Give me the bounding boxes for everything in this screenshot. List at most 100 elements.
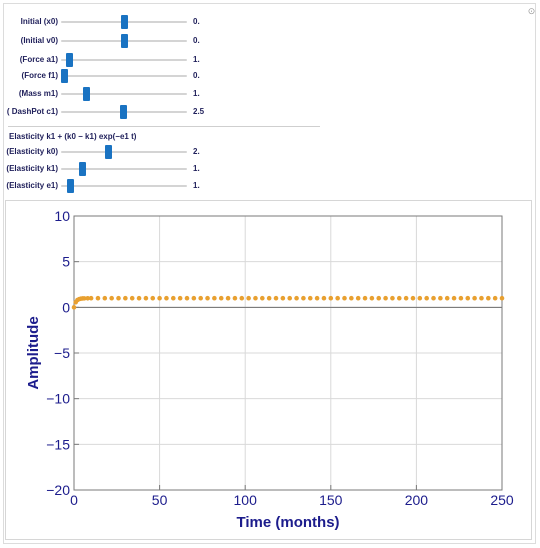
- slider-thumb[interactable]: [65, 53, 73, 67]
- control-row-dashpot-c1: ( DashPot c1) 2.5: [0, 105, 540, 119]
- data-point: [431, 295, 436, 301]
- data-point: [479, 295, 484, 301]
- control-value: 0.: [193, 17, 200, 26]
- tick-label-y: −20: [46, 482, 70, 498]
- data-point: [403, 295, 409, 301]
- section-divider: [8, 126, 320, 127]
- control-row-mass-m1: (Mass m1) 1.: [0, 87, 540, 101]
- y-axis-label: Amplitude: [25, 316, 42, 389]
- control-label: (Mass m1): [18, 89, 58, 98]
- slider-dashpot-c1[interactable]: [61, 105, 187, 119]
- data-point: [362, 295, 368, 301]
- tick-label-y: 5: [62, 254, 70, 270]
- tick-label-x: 100: [234, 492, 258, 508]
- data-point: [369, 295, 375, 301]
- data-point: [95, 295, 101, 301]
- data-point: [81, 296, 87, 301]
- control-value: 1.: [193, 55, 200, 64]
- control-value: 1.: [193, 164, 200, 173]
- slider-elasticity-e1[interactable]: [61, 179, 187, 193]
- slider-thumb[interactable]: [83, 87, 91, 101]
- data-point: [444, 295, 450, 301]
- data-point: [253, 295, 258, 301]
- data-point: [136, 295, 142, 301]
- data-point: [410, 295, 416, 301]
- slider-thumb[interactable]: [60, 69, 68, 83]
- data-point: [383, 295, 388, 301]
- slider-track[interactable]: [61, 93, 187, 95]
- data-point: [328, 295, 334, 301]
- data-point: [143, 295, 149, 301]
- slider-thumb[interactable]: [121, 15, 128, 29]
- data-point: [260, 295, 265, 301]
- data-point: [335, 295, 340, 301]
- slider-initial-x0[interactable]: [61, 15, 187, 29]
- control-row-elasticity-e1: (Elasticity e1) 1.: [0, 179, 540, 193]
- tick-label-y: −15: [46, 436, 70, 452]
- data-point: [492, 295, 498, 301]
- data-point: [499, 295, 505, 301]
- data-point: [177, 295, 183, 301]
- data-point: [486, 295, 491, 301]
- data-point: [314, 295, 320, 301]
- control-label: (Elasticity k0): [6, 147, 58, 156]
- control-value: 1.: [193, 181, 200, 190]
- slider-thumb[interactable]: [121, 34, 128, 48]
- slider-force-a1[interactable]: [61, 53, 187, 67]
- data-point: [225, 295, 231, 301]
- tick-label-x: 150: [319, 492, 343, 508]
- slider-initial-v0[interactable]: [61, 34, 187, 48]
- data-point: [280, 295, 286, 301]
- data-point: [212, 295, 217, 301]
- data-point: [465, 295, 471, 301]
- tick-label-x: 50: [152, 492, 168, 508]
- controls-panel: Initial (x0) 0. (Initial v0) 0. (Force a…: [0, 0, 540, 200]
- slider-thumb[interactable]: [66, 179, 74, 193]
- data-point: [116, 295, 121, 301]
- close-icon[interactable]: ⊙: [527, 6, 536, 16]
- control-value: 1.: [193, 89, 200, 98]
- plot-panel: [5, 200, 532, 540]
- slider-thumb[interactable]: [79, 162, 87, 176]
- slider-track[interactable]: [61, 168, 187, 170]
- slider-thumb[interactable]: [104, 145, 112, 159]
- control-label: (Elasticity k1): [6, 164, 58, 173]
- control-row-force-f1: (Force f1) 0.: [0, 69, 540, 83]
- slider-track[interactable]: [61, 75, 187, 77]
- control-row-elasticity-k1: (Elasticity k1) 1.: [0, 162, 540, 176]
- slider-elasticity-k0[interactable]: [61, 145, 187, 159]
- data-point: [472, 295, 477, 301]
- data-point: [239, 295, 245, 301]
- data-point: [273, 295, 279, 301]
- data-point: [424, 295, 429, 301]
- data-point: [129, 295, 135, 301]
- data-point: [266, 295, 272, 301]
- tick-label-x: 250: [490, 492, 514, 508]
- tick-label-y: 0: [62, 299, 70, 315]
- slider-track[interactable]: [61, 59, 187, 61]
- data-point: [157, 295, 162, 301]
- slider-track[interactable]: [61, 185, 187, 187]
- control-row-elasticity-k0: (Elasticity k0) 2.: [0, 145, 540, 159]
- control-row-force-a1: (Force a1) 1.: [0, 53, 540, 67]
- data-point: [438, 295, 443, 301]
- slider-force-f1[interactable]: [60, 69, 187, 83]
- data-point: [198, 295, 203, 301]
- data-point: [349, 295, 354, 301]
- slider-track[interactable]: [61, 151, 187, 153]
- control-value: 0.: [193, 36, 200, 45]
- control-label: ( DashPot c1): [6, 107, 58, 116]
- slider-mass-m1[interactable]: [61, 87, 187, 101]
- data-point: [71, 305, 77, 310]
- slider-elasticity-k1[interactable]: [61, 162, 187, 176]
- data-point: [390, 295, 395, 301]
- data-point: [301, 295, 306, 301]
- slider-thumb[interactable]: [119, 105, 127, 119]
- data-point: [88, 295, 94, 301]
- control-value: 2.: [193, 147, 200, 156]
- control-label: (Force a1): [19, 55, 58, 64]
- control-label: (Elasticity e1): [6, 181, 58, 190]
- data-point: [205, 295, 210, 301]
- data-point: [170, 295, 176, 301]
- control-label: Initial (x0): [20, 17, 58, 26]
